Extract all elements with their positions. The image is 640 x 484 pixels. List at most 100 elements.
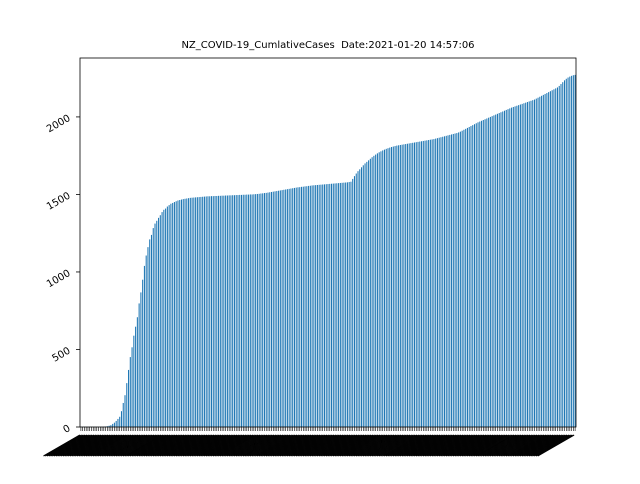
bar (379, 152, 380, 427)
bar (225, 196, 226, 427)
bar (448, 135, 449, 427)
bar (343, 183, 344, 427)
bar (552, 90, 553, 427)
y-tick-label: 500 (50, 346, 72, 365)
bar (416, 142, 417, 427)
bar (566, 79, 567, 427)
bar (340, 183, 341, 427)
bar (139, 303, 140, 427)
bar (472, 125, 473, 427)
bar (357, 171, 358, 427)
bar (329, 184, 330, 427)
bar (368, 160, 369, 427)
bar (117, 419, 118, 427)
bar (453, 134, 454, 427)
bar (530, 101, 531, 427)
y-tick-label: 2000 (45, 113, 73, 135)
bar (192, 198, 193, 427)
bar (216, 196, 217, 427)
bar (278, 191, 279, 427)
bar (193, 198, 194, 427)
bar (469, 127, 470, 427)
bar (162, 212, 163, 427)
bar (539, 97, 540, 427)
bar (121, 411, 122, 427)
bar (548, 92, 549, 427)
bar (550, 91, 551, 427)
bar (485, 119, 486, 427)
bar (430, 140, 431, 427)
bar (470, 126, 471, 427)
bar (425, 141, 426, 427)
bar (419, 142, 420, 427)
bar (317, 185, 318, 427)
bar (315, 185, 316, 427)
bar (428, 140, 429, 427)
bar (174, 202, 175, 427)
bar (165, 209, 166, 427)
bar (262, 193, 263, 427)
bar (183, 199, 184, 427)
bar (375, 155, 376, 427)
bar (172, 203, 173, 427)
bar (395, 146, 396, 427)
bar (246, 195, 247, 427)
bar (271, 192, 272, 427)
bar (312, 185, 313, 427)
bar (527, 102, 528, 427)
bar (366, 162, 367, 427)
bar (303, 187, 304, 427)
bar (350, 182, 351, 427)
bar (333, 184, 334, 427)
chart-title: NZ_COVID-19_CumlativeCases Date:2021-01-… (80, 40, 576, 51)
bar (252, 194, 253, 427)
bar (128, 370, 129, 427)
bar (495, 115, 496, 427)
bar (396, 146, 397, 427)
bar (142, 280, 143, 427)
bar (299, 187, 300, 427)
bar (275, 191, 276, 427)
bar (338, 183, 339, 427)
bar (435, 139, 436, 427)
bar (239, 195, 240, 427)
bar (352, 179, 353, 427)
bar (306, 186, 307, 427)
bar (260, 194, 261, 427)
bar (573, 75, 574, 427)
bar (449, 135, 450, 427)
bar (229, 195, 230, 427)
bar (467, 128, 468, 427)
bar (292, 188, 293, 427)
bar (500, 112, 501, 427)
bar (285, 189, 286, 427)
bar (222, 196, 223, 427)
bar (190, 198, 191, 427)
bar (259, 194, 260, 427)
bar (456, 133, 457, 427)
bar (380, 151, 381, 427)
bar (342, 183, 343, 427)
bar (160, 215, 161, 427)
bar (206, 196, 207, 427)
bar (220, 196, 221, 427)
bar (387, 148, 388, 427)
bar (493, 115, 494, 427)
bar (280, 190, 281, 427)
bar (202, 197, 203, 427)
bar (287, 189, 288, 427)
bar (545, 94, 546, 427)
bar (559, 86, 560, 427)
bar (502, 111, 503, 427)
bar (255, 194, 256, 427)
bar (497, 114, 498, 427)
bar (568, 78, 569, 427)
bar (349, 182, 350, 427)
bar (481, 121, 482, 427)
bar (426, 140, 427, 427)
bar (382, 150, 383, 427)
bar (179, 200, 180, 427)
bar (153, 228, 154, 427)
bar (211, 196, 212, 427)
bar (557, 87, 558, 427)
